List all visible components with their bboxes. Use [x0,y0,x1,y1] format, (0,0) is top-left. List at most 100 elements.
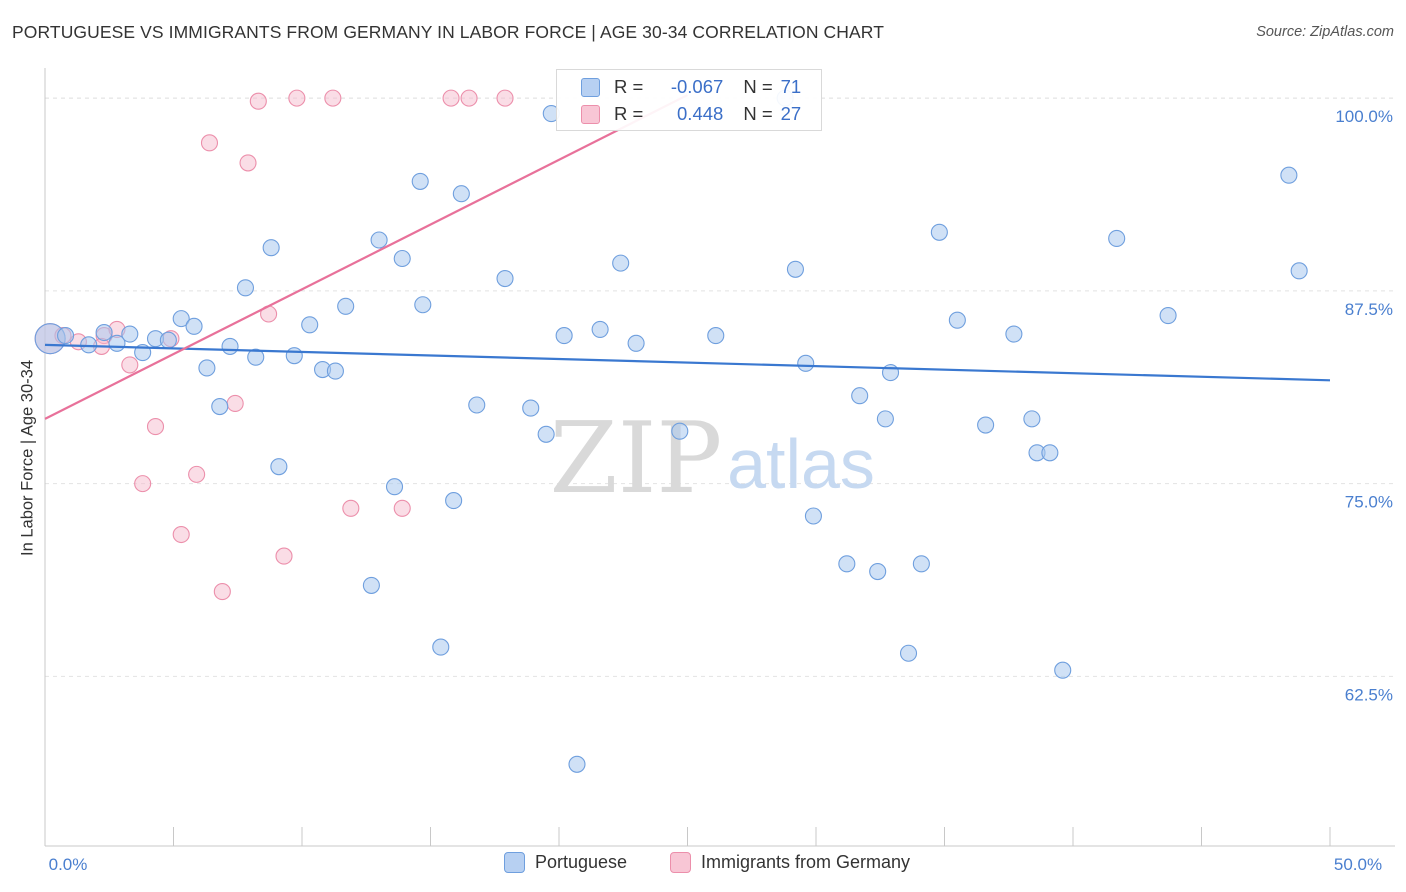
portuguese-point [57,327,75,345]
series-legend-label: Portuguese [535,852,628,872]
portuguese-point [930,223,948,241]
correlation-legend: R = -0.067 N = 71 R = 0.448 N = 27 [556,69,822,131]
portuguese-point [270,458,288,476]
grid-layer [45,97,1395,677]
portuguese-point [1280,166,1298,184]
portuguese-point [362,576,380,594]
portuguese-point [797,354,815,372]
portuguese-point [285,347,303,365]
legend-n-value-portuguese: 71 [780,76,802,97]
portuguese-point [95,323,113,342]
germany-point [460,89,478,107]
portuguese-point [247,348,265,366]
portuguese-point [1108,229,1126,248]
y-tick-label: 100.0% [1335,107,1393,126]
germany-point [121,356,139,374]
legend-n-value-germany: 27 [780,103,802,124]
portuguese-point [522,399,540,417]
portuguese-point [537,425,555,443]
portuguese-point [211,397,229,416]
portuguese-point [804,507,822,525]
portuguese-point [707,327,725,345]
portuguese-point [198,359,216,377]
portuguese-point [912,555,930,573]
portuguese-point [612,254,630,272]
portuguese-point [385,478,404,496]
legend-r-value-portuguese: -0.067 [670,76,724,97]
portuguese-point [1005,325,1023,343]
series-legend-portuguese[interactable]: Portuguese [504,852,627,873]
germany-point [134,475,152,493]
portuguese-point [414,296,432,314]
portuguese-point [468,396,486,414]
portuguese-point [1290,262,1308,280]
legend-n-label: N = [743,76,773,97]
watermark-atlas: atlas [727,425,875,503]
legend-swatch-pink [581,104,600,124]
portuguese-point [876,410,894,428]
legend-r-value-germany: 0.448 [677,103,724,124]
y-tick-label: 75.0% [1345,493,1393,512]
axes-layer [44,68,1395,847]
portuguese-point [496,269,514,288]
legend-r-label: R = [614,76,644,97]
portuguese-point [432,638,450,656]
germany-trend-line [44,94,688,420]
portuguese-point [185,317,203,335]
portuguese-point [591,320,609,338]
germany-point [239,154,257,172]
source-note: Source: ZipAtlas.com [1256,24,1394,40]
portuguese-point [236,279,255,297]
legend-swatch-blue [581,77,600,97]
legend-r-label: R = [614,103,644,124]
germany-point [342,499,360,517]
legend-row-germany: R = 0.448 N = 27 [581,102,801,126]
portuguese-point [977,416,995,434]
germany-point [393,499,411,517]
germany-point [288,89,306,107]
legend-row-portuguese: R = -0.067 N = 71 [581,75,801,99]
portuguese-point [1041,444,1059,462]
portuguese-point [445,492,463,510]
tick-label-layer: 62.5% 75.0% 87.5% 100.0% 0.0% 50.0% [49,107,1393,874]
portuguese-point [301,316,319,334]
x-tick-label: 0.0% [49,855,88,874]
germany-point [200,134,219,152]
portuguese-point [838,555,856,573]
portuguese-point [1023,410,1041,428]
portuguese-point [172,310,190,328]
y-tick-label: 62.5% [1345,685,1393,704]
trend-layer [44,94,1331,420]
portuguese-point [568,755,586,773]
portuguese-point [1054,661,1072,679]
portuguese-point [555,327,573,345]
portuguese-point [159,331,177,349]
portuguese-point [337,297,355,315]
portuguese-point [121,325,139,343]
portuguese-point [262,239,280,257]
portuguese-point [1159,307,1177,325]
germany-point [324,89,342,107]
series-legend-germany[interactable]: Immigrants from Germany [670,852,910,873]
portuguese-point [671,422,689,440]
portuguese-point [370,231,388,249]
watermark-zip: ZIP [550,402,723,516]
portuguese-point [221,337,239,355]
germany-point [188,465,206,483]
portuguese-point [851,387,869,405]
portuguese-point [411,172,429,190]
germany-point [275,547,293,565]
series-legend-label: Immigrants from Germany [701,852,911,872]
germany-point [146,418,165,436]
germany-point [172,525,190,544]
chart-title: PORTUGUESE VS IMMIGRANTS FROM GERMANY IN… [12,22,885,42]
portuguese-point [899,644,918,662]
portuguese-point [948,311,966,329]
germany-point [226,394,244,412]
y-axis-label: In Labor Force | Age 30-34 [18,360,37,556]
y-tick-label: 87.5% [1345,300,1393,319]
portuguese-point [786,260,804,278]
portuguese-trend-line [44,343,1331,382]
series-swatch-portuguese [504,852,525,873]
watermark: ZIP atlas [550,402,875,516]
